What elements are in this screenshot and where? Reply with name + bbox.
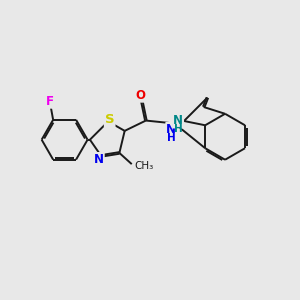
Text: S: S xyxy=(105,113,115,127)
Text: H: H xyxy=(167,133,176,142)
Text: O: O xyxy=(135,89,145,102)
Text: H: H xyxy=(174,124,182,134)
Text: N: N xyxy=(173,115,183,128)
Text: N: N xyxy=(94,153,104,166)
Text: N: N xyxy=(166,123,176,136)
Text: CH₃: CH₃ xyxy=(134,160,153,171)
Text: F: F xyxy=(46,95,54,108)
